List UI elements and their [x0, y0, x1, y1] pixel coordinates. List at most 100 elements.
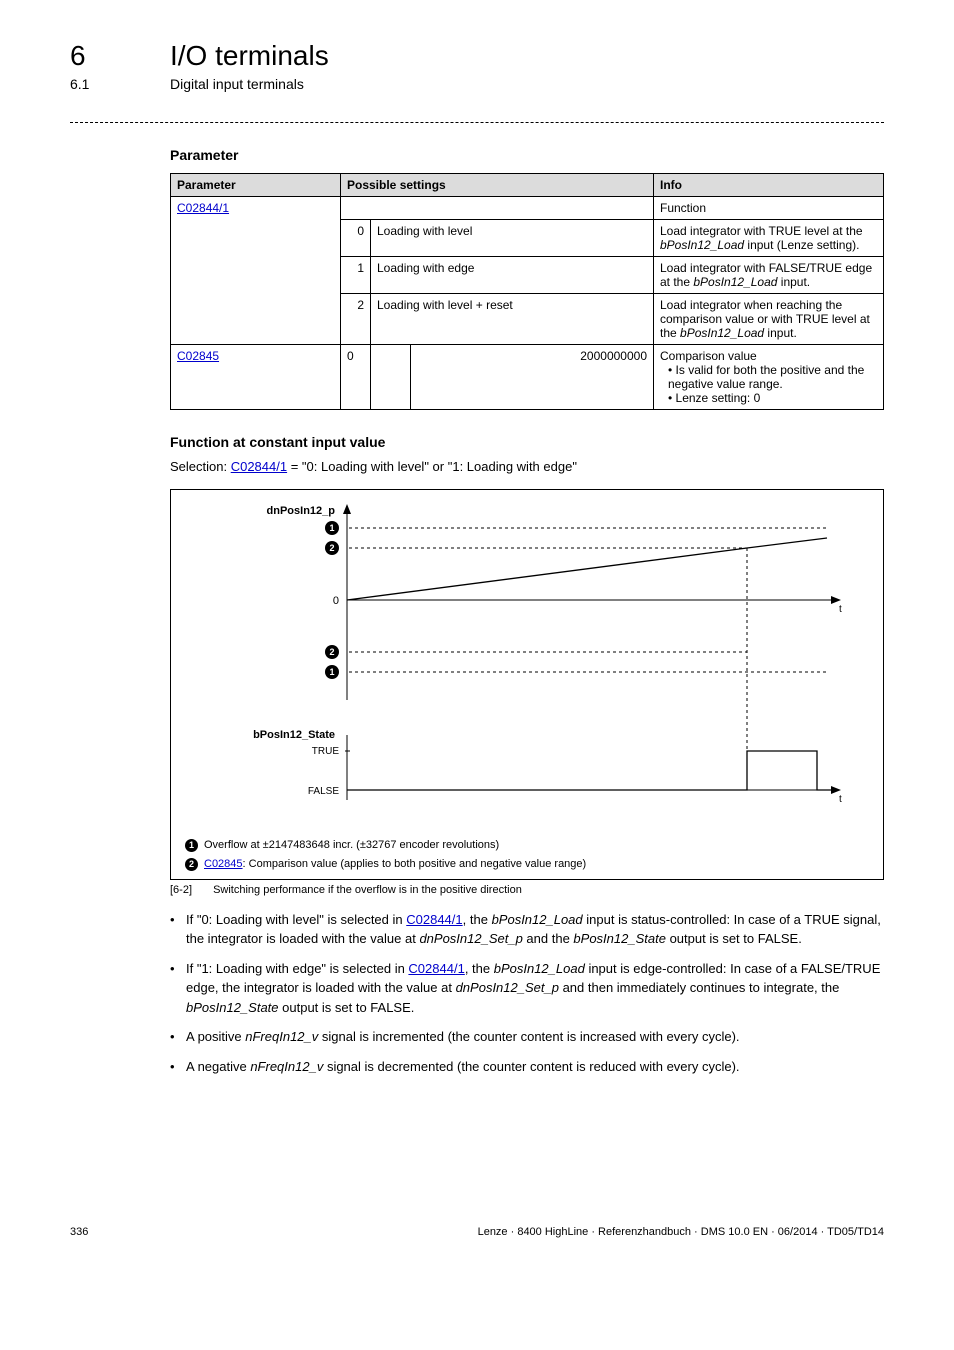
chapter-header: 6 I/O terminals — [70, 40, 884, 72]
bullet-list: If "0: Loading with level" is selected i… — [170, 910, 884, 1077]
chapter-number: 6 — [70, 40, 130, 72]
section-number: 6.1 — [70, 76, 130, 92]
separator — [70, 122, 884, 123]
info-text: input. — [764, 326, 797, 340]
axis-label: dnPosIn12_p — [267, 505, 336, 517]
option-num: 2 — [341, 294, 371, 345]
min-cell: 0 — [341, 345, 371, 410]
list-item: A negative nFreqIn12_v signal is decreme… — [170, 1057, 884, 1077]
parameter-heading: Parameter — [170, 147, 884, 163]
max-cell: 2000000000 — [410, 345, 653, 410]
text: output is set to FALSE. — [666, 931, 802, 946]
info-text: input (Lenze setting). — [744, 238, 859, 252]
caption-text: Switching performance if the overflow is… — [213, 884, 522, 896]
svg-text:2: 2 — [329, 647, 334, 657]
bullet-link[interactable]: C02844/1 — [406, 912, 462, 927]
t-label: t — [839, 604, 842, 615]
legend-row: 1 Overflow at ±2147483648 incr. (±32767 … — [185, 839, 869, 852]
italic-text: dnPosIn12_Set_p — [419, 931, 522, 946]
zero-label: 0 — [333, 595, 339, 607]
option-num: 1 — [341, 257, 371, 294]
table-head-row: Parameter Possible settings Info — [171, 174, 884, 197]
true-label: TRUE — [312, 746, 340, 757]
text: and then immediately continues to integr… — [559, 980, 839, 995]
function-heading: Function at constant input value — [170, 434, 884, 450]
selection-link[interactable]: C02844/1 — [231, 459, 287, 474]
figure-caption: [6-2] Switching performance if the overf… — [170, 884, 884, 896]
text: If "1: Loading with edge" is selected in — [186, 961, 408, 976]
empty-cell — [341, 197, 654, 220]
legend-text: C02845: Comparison value (applies to bot… — [204, 858, 586, 870]
footer: 336 Lenze · 8400 HighLine · Referenzhand… — [0, 1226, 954, 1258]
text: If "0: Loading with level" is selected i… — [186, 912, 406, 927]
info-cell: Load integrator with TRUE level at the b… — [654, 220, 884, 257]
th-info: Info — [654, 174, 884, 197]
option-label: Loading with level + reset — [371, 294, 654, 345]
legend-text-part: : Comparison value (applies to both posi… — [243, 858, 587, 870]
text: , the — [463, 912, 492, 927]
text: signal is incremented (the counter conte… — [318, 1029, 739, 1044]
mid-cell — [371, 345, 411, 410]
svg-text:1: 1 — [329, 523, 334, 533]
info-line: • Is valid for both the positive and the… — [660, 363, 877, 391]
chart-box: dnPosIn12_p t 0 1 2 2 1 — [170, 489, 884, 880]
italic-text: bPosIn12_State — [186, 1000, 279, 1015]
info-line: • Lenze setting: 0 — [660, 391, 877, 405]
bullet-link[interactable]: C02844/1 — [408, 961, 464, 976]
param-link[interactable]: C02844/1 — [177, 201, 229, 215]
chart-svg: dnPosIn12_p t 0 1 2 2 1 — [185, 500, 869, 830]
text: , the — [465, 961, 494, 976]
italic-text: nFreqIn12_v — [250, 1059, 323, 1074]
legend-link[interactable]: C02845 — [204, 858, 243, 870]
list-item: If "1: Loading with edge" is selected in… — [170, 959, 884, 1018]
text: signal is decremented (the counter conte… — [323, 1059, 739, 1074]
parameter-table: Parameter Possible settings Info C02844/… — [170, 173, 884, 410]
list-item: A positive nFreqIn12_v signal is increme… — [170, 1027, 884, 1047]
text: A negative — [186, 1059, 250, 1074]
list-item: If "0: Loading with level" is selected i… — [170, 910, 884, 949]
legend-marker-2: 2 — [185, 858, 198, 871]
italic-text: bPosIn12_State — [573, 931, 666, 946]
false-label: FALSE — [308, 786, 339, 797]
page: 6 I/O terminals 6.1 Digital input termin… — [0, 0, 954, 1126]
caption-num: [6-2] — [170, 884, 210, 896]
table-row: C02845 0 2000000000 Comparison value • I… — [171, 345, 884, 410]
italic-text: bPosIn12_Load — [494, 961, 585, 976]
info-italic: bPosIn12_Load — [680, 326, 764, 340]
content-area: Parameter Parameter Possible settings In… — [170, 147, 884, 1076]
info-cell: Function — [654, 197, 884, 220]
text: and the — [523, 931, 574, 946]
italic-text: bPosIn12_Load — [492, 912, 583, 927]
param-cell: C02845 — [171, 345, 341, 410]
option-label: Loading with edge — [371, 257, 654, 294]
text: A positive — [186, 1029, 245, 1044]
page-number: 336 — [70, 1226, 88, 1238]
info-text: input. — [777, 275, 810, 289]
legend-marker-1: 1 — [185, 839, 198, 852]
info-italic: bPosIn12_Load — [693, 275, 777, 289]
th-parameter: Parameter — [171, 174, 341, 197]
italic-text: dnPosIn12_Set_p — [456, 980, 559, 995]
section-title: Digital input terminals — [170, 76, 304, 92]
info-cell: Load integrator with FALSE/TRUE edge at … — [654, 257, 884, 294]
param-link[interactable]: C02845 — [177, 349, 219, 363]
param-cell: C02844/1 — [171, 197, 341, 345]
info-text: Load integrator with TRUE level at the — [660, 224, 863, 238]
text: Selection: — [170, 459, 231, 474]
selection-line: Selection: C02844/1 = "0: Loading with l… — [170, 458, 884, 477]
info-italic: bPosIn12_Load — [660, 238, 744, 252]
text: = "0: Loading with level" or "1: Loading… — [287, 459, 577, 474]
text: output is set to FALSE. — [279, 1000, 415, 1015]
chapter-title: I/O terminals — [170, 40, 329, 72]
footer-text: Lenze · 8400 HighLine · Referenzhandbuch… — [478, 1226, 884, 1238]
legend-text: Overflow at ±2147483648 incr. (±32767 en… — [204, 839, 499, 851]
section-header: 6.1 Digital input terminals — [70, 76, 884, 92]
option-label: Loading with level — [371, 220, 654, 257]
svg-text:2: 2 — [329, 543, 334, 553]
t-label: t — [839, 794, 842, 805]
italic-text: nFreqIn12_v — [245, 1029, 318, 1044]
legend-row: 2 C02845: Comparison value (applies to b… — [185, 858, 869, 871]
state-label: bPosIn12_State — [253, 729, 335, 741]
info-line: Comparison value — [660, 349, 877, 363]
option-num: 0 — [341, 220, 371, 257]
